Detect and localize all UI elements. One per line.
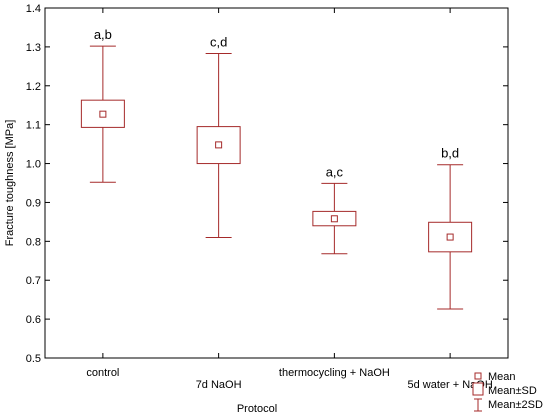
x-axis-title: Protocol <box>237 403 277 415</box>
box-group <box>196 53 241 238</box>
significance-label: b,d <box>441 146 459 161</box>
legend-mean-marker <box>474 372 482 380</box>
significance-label: a,b <box>94 27 112 42</box>
mean-marker <box>446 233 454 241</box>
y-tick-label: 1.4 <box>26 3 41 15</box>
legend-sd-box <box>472 382 484 396</box>
box-series <box>80 45 473 310</box>
legend-label-mean: Mean <box>488 371 516 383</box>
legend-label-2sd: Mean±2SD <box>488 399 543 411</box>
box-group <box>80 45 125 183</box>
significance-labels: a,b c,d a,c b,d <box>94 27 459 179</box>
y-tick-label: 0.7 <box>26 275 41 287</box>
plot-frame <box>44 7 509 359</box>
x-axis-ticks: control 7d NaOH thermocycling + NaOH 5d wat… <box>86 8 493 391</box>
y-tick-label: 1.1 <box>26 120 41 132</box>
legend: Mean Mean±SD Mean±2SD <box>472 371 543 412</box>
x-tick-label: 5d water + NaOH <box>407 379 492 391</box>
x-tick-label: 7d NaOH <box>196 379 242 391</box>
y-axis-ticks: 0.5 0.6 0.7 0.8 0.9 1.0 1.1 1.2 1.3 1.4 <box>26 3 508 365</box>
significance-label: c,d <box>210 35 227 50</box>
legend-label-sd: Mean±SD <box>488 385 537 397</box>
y-tick-label: 1.2 <box>26 81 41 93</box>
y-tick-label: 0.6 <box>26 314 41 326</box>
x-tick-label: thermocycling + NaOH <box>279 367 390 379</box>
box-group <box>428 164 473 310</box>
y-tick-label: 0.8 <box>26 236 41 248</box>
mean-marker <box>99 110 107 118</box>
box-group <box>312 182 357 255</box>
y-tick-label: 1.3 <box>26 42 41 54</box>
mean-marker <box>215 141 223 149</box>
significance-label: a,c <box>326 164 344 179</box>
y-tick-label: 0.9 <box>26 197 41 209</box>
y-axis-title: Fracture toughness [MPa] <box>4 120 16 247</box>
x-tick-label: control <box>86 367 119 379</box>
mean-marker <box>330 215 338 223</box>
y-tick-label: 0.5 <box>26 353 41 365</box>
y-tick-label: 1.0 <box>26 159 41 171</box>
